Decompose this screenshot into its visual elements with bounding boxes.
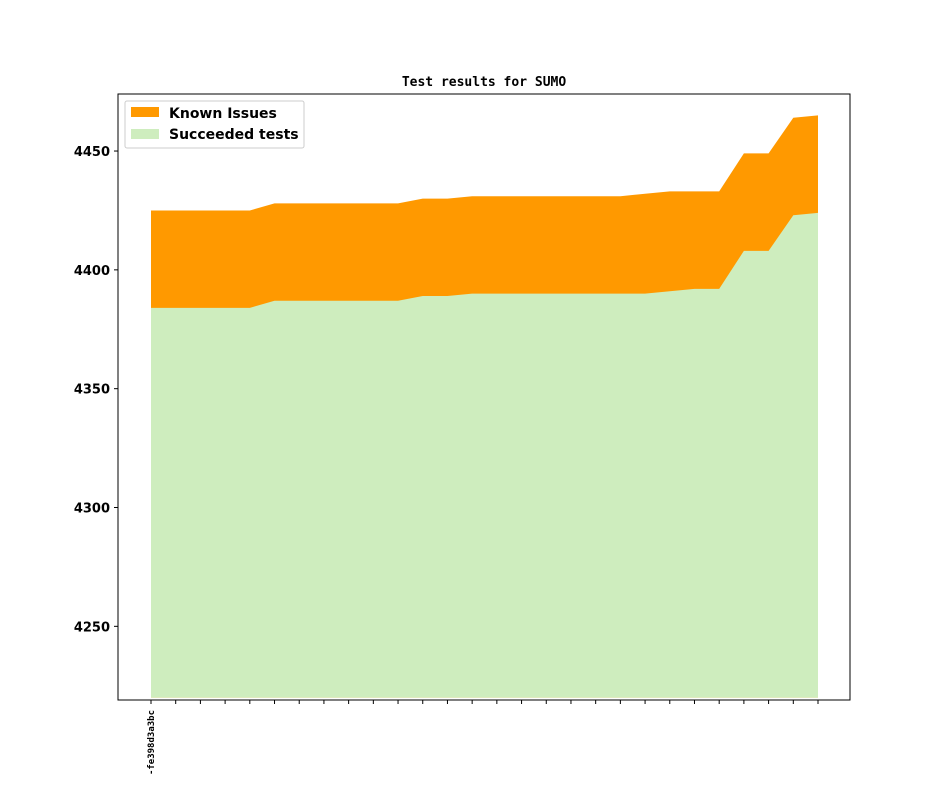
- legend-swatch-known-issues: [131, 107, 159, 117]
- x-axis: -fe398d3a3bc: [147, 700, 819, 775]
- legend-frame: [124, 100, 305, 149]
- y-tick-label: 4250: [74, 620, 110, 635]
- y-tick-label: 4300: [74, 502, 110, 517]
- y-tick-label: 4350: [74, 383, 110, 398]
- legend: Known Issues Succeeded tests: [124, 100, 305, 149]
- y-tick-label: 4450: [74, 145, 110, 160]
- legend-swatch-succeeded-tests: [131, 129, 159, 139]
- area-succeeded-tests: [151, 212, 818, 698]
- y-tick-label: 4400: [74, 264, 110, 279]
- plot-frame: [117, 93, 851, 701]
- chart-title: Test results for SUMO: [402, 75, 567, 90]
- legend-label-known-issues: Known Issues: [169, 106, 277, 122]
- legend-label-succeeded-tests: Succeeded tests: [169, 127, 299, 143]
- y-axis: 4250 4300 4350 4400 4450: [74, 145, 118, 635]
- x-tick-label: -fe398d3a3bc: [147, 710, 157, 775]
- chart-areas: [151, 115, 818, 698]
